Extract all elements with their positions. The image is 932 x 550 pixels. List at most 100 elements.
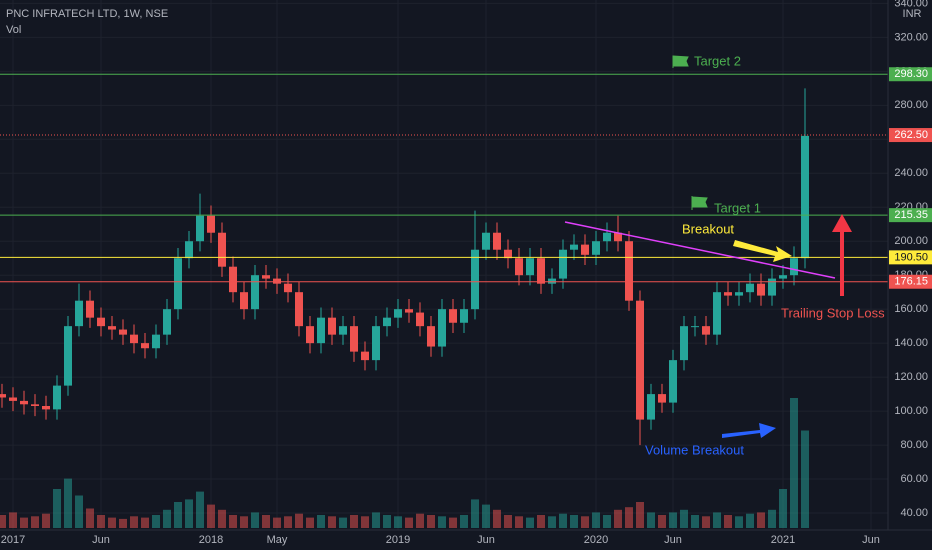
level-label: 298.30 bbox=[894, 68, 928, 80]
volume-bar bbox=[504, 515, 512, 528]
volume-bar bbox=[251, 512, 259, 528]
candle-body bbox=[174, 258, 182, 310]
volume-bar bbox=[790, 398, 798, 528]
volume-bar bbox=[801, 430, 809, 528]
volume-bar bbox=[713, 512, 721, 528]
candle-body bbox=[746, 283, 754, 293]
candle-body bbox=[240, 292, 248, 310]
breakout-arrow bbox=[733, 240, 792, 262]
volume-bar bbox=[174, 502, 182, 528]
y-tick-label: 80.00 bbox=[900, 439, 928, 451]
level-tag bbox=[889, 250, 932, 265]
x-tick-label: 2020 bbox=[584, 534, 608, 546]
candle-body bbox=[229, 266, 237, 293]
volume-bar bbox=[394, 516, 402, 528]
volume-bar bbox=[152, 515, 160, 528]
candle-body bbox=[438, 309, 446, 347]
candle-body bbox=[757, 283, 765, 296]
volume-bar bbox=[526, 517, 534, 528]
candle-body bbox=[108, 326, 116, 330]
candle-body bbox=[75, 300, 83, 327]
volume-bar bbox=[141, 517, 149, 528]
candle-body bbox=[658, 394, 666, 403]
y-tick-label: 160.00 bbox=[894, 303, 928, 315]
volume-bar bbox=[449, 517, 457, 528]
candle-body bbox=[427, 326, 435, 347]
candle-body bbox=[460, 309, 468, 323]
candle-body bbox=[339, 326, 347, 335]
volume-bar bbox=[636, 502, 644, 528]
volume-bar bbox=[130, 516, 138, 528]
volume-bar bbox=[218, 509, 226, 528]
volume-bar bbox=[702, 516, 710, 528]
volume-bar bbox=[42, 513, 50, 528]
candle-body bbox=[141, 343, 149, 349]
candle-body bbox=[295, 292, 303, 327]
volume-bar bbox=[669, 512, 677, 528]
level-tag bbox=[889, 274, 932, 289]
level-tag bbox=[889, 67, 932, 82]
volume-pane bbox=[0, 398, 809, 528]
candle-body bbox=[449, 309, 457, 323]
volume-bar bbox=[306, 517, 314, 528]
volume-bar bbox=[339, 517, 347, 528]
candle-body bbox=[361, 351, 369, 361]
grid bbox=[0, 0, 888, 530]
volume-bar bbox=[361, 516, 369, 528]
candle-body bbox=[0, 394, 6, 398]
y-tick-label: 120.00 bbox=[894, 371, 928, 383]
candle-body bbox=[482, 232, 490, 250]
volume-bar bbox=[317, 515, 325, 528]
volume-bar bbox=[625, 507, 633, 528]
y-tick-label: 40.00 bbox=[900, 507, 928, 519]
candle-body bbox=[64, 326, 72, 386]
x-tick-label: 2018 bbox=[199, 534, 223, 546]
volume-bar bbox=[284, 516, 292, 528]
volume-bar bbox=[438, 516, 446, 528]
candle-body bbox=[163, 309, 171, 335]
candle-body bbox=[53, 385, 61, 410]
volume-bar bbox=[735, 516, 743, 528]
volume-bar bbox=[471, 499, 479, 528]
volume-bar bbox=[680, 509, 688, 528]
price-axis bbox=[888, 0, 932, 530]
level-label: 190.50 bbox=[894, 251, 928, 263]
flag bbox=[691, 196, 708, 210]
volume-bar bbox=[383, 515, 391, 528]
candle-body bbox=[185, 241, 193, 259]
candle-body bbox=[306, 326, 314, 344]
volume-bar bbox=[163, 509, 171, 528]
y-tick-label: 100.00 bbox=[894, 405, 928, 417]
candle-body bbox=[350, 326, 358, 352]
y-tick-label: 240.00 bbox=[894, 167, 928, 179]
annotation: Volume Breakout bbox=[645, 442, 744, 457]
x-tick-label: 2021 bbox=[771, 534, 795, 546]
trendline bbox=[564, 221, 836, 279]
candle-body bbox=[713, 292, 721, 335]
candle-body bbox=[273, 278, 281, 284]
volume-bar bbox=[427, 515, 435, 528]
candle-body bbox=[614, 232, 622, 242]
candle-body bbox=[515, 258, 523, 276]
candle-body bbox=[119, 329, 127, 335]
x-tick-label: 2017 bbox=[1, 534, 25, 546]
volume-bar bbox=[64, 478, 72, 528]
volume-bar bbox=[9, 512, 17, 528]
candle-body bbox=[328, 317, 336, 335]
volume-bar bbox=[724, 515, 732, 528]
candle-body bbox=[383, 317, 391, 327]
volume-bar bbox=[20, 517, 28, 528]
candle-body bbox=[581, 244, 589, 255]
volume-bar bbox=[207, 504, 215, 528]
level-tag bbox=[889, 208, 932, 223]
x-tick-label: 2019 bbox=[386, 534, 410, 546]
volume-bar bbox=[416, 513, 424, 528]
candle-body bbox=[218, 232, 226, 267]
volume-bar bbox=[779, 489, 787, 528]
candle-body bbox=[768, 278, 776, 296]
volume-bar bbox=[75, 495, 83, 528]
candle-body bbox=[504, 249, 512, 259]
volume-bar bbox=[119, 518, 127, 528]
level-label: 176.15 bbox=[894, 276, 928, 288]
